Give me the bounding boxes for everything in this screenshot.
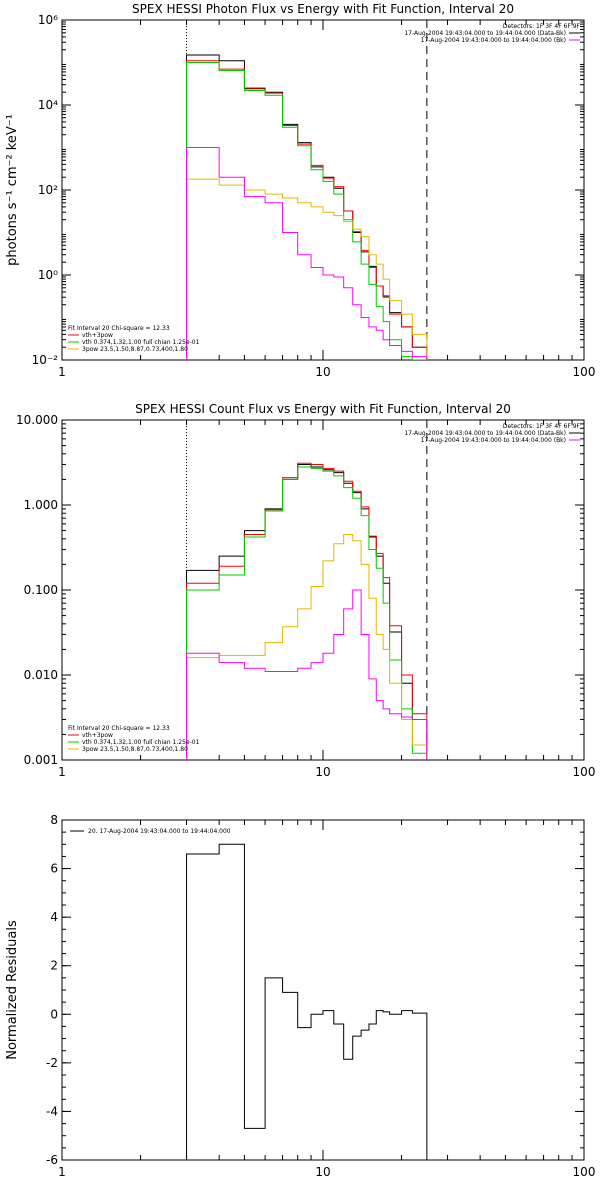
series-group	[186, 54, 428, 360]
series-thermal-line	[186, 62, 427, 360]
plot-frame	[61, 19, 585, 361]
x-tick-label: 100	[573, 1165, 596, 1179]
y-tick-label: 8	[50, 813, 58, 827]
legend-entry-text: vth 0.374,1.32,1.00 full chian 1.25e-01	[82, 339, 200, 346]
y-tick-label: -2	[46, 1056, 58, 1070]
y-tick-label: 0	[50, 1007, 58, 1021]
chart-title: SPEX HESSI Photon Flux vs Energy with Fi…	[132, 2, 514, 16]
legend-entry-text: 17-Aug-2004 19:43:04.000 to 19:44:04.000…	[421, 37, 566, 44]
series-total-line	[186, 60, 428, 360]
y-tick-label: 0.001	[24, 753, 58, 767]
x-tick-label: 1	[58, 365, 66, 379]
y-tick-label: 6	[50, 862, 58, 876]
y-tick-label: 10²	[38, 183, 58, 197]
y-tick-label: 1.000	[24, 498, 58, 512]
series-data-line	[186, 463, 428, 760]
y-tick-label: 4	[50, 910, 58, 924]
series-total-line	[186, 462, 428, 760]
series-group	[186, 462, 428, 760]
legend-entry-text: vth+3pow	[82, 332, 113, 339]
x-tick-label: 100	[573, 765, 596, 779]
series-background-line	[186, 589, 428, 760]
y-tick-label: 10⁰	[38, 268, 58, 282]
y-tick-label: 10⁻²	[32, 353, 59, 367]
y-tick-label: -6	[46, 1153, 58, 1167]
legend-entry-text: 17-Aug-2004 19:43:04.000 to 19:44:04.000…	[404, 430, 566, 437]
series-data-line	[186, 843, 428, 1160]
series-powerlaw-line	[186, 178, 428, 360]
x-tick-label: 1	[58, 765, 66, 779]
y-tick-label: 10⁴	[38, 98, 58, 112]
legend-entry-text: 20. 17-Aug-2004 19:43:04.000 to 19:44:04…	[88, 828, 231, 835]
y-tick-label: 10⁶	[38, 13, 58, 27]
y-axis-label: Normalized Residuals	[5, 920, 20, 1060]
y-tick-label: 0.100	[24, 583, 58, 597]
y-tick-label: 2	[50, 959, 58, 973]
legend-entry-text: 3pow 23.5,1.50,8.87,0.73,400,1.80	[82, 346, 188, 353]
legend-entry-text: 17-Aug-2004 19:43:04.000 to 19:44:04.000…	[404, 30, 566, 37]
legend-entry-text: vth 0.374,1.32,1.00 full chian 1.25e-01	[82, 739, 200, 746]
legend-entry-text: vth+3pow	[82, 732, 113, 739]
legend-entry-text: 3pow 23.5,1.50,8.87,0.73,400,1.80	[82, 746, 188, 753]
legend-entry-text: Fit Interval 20 Chi-square = 12.33	[68, 725, 170, 732]
x-tick-label: 10	[315, 365, 330, 379]
plot-frame	[61, 819, 585, 1161]
series-thermal-line	[186, 466, 428, 760]
series-background-line	[186, 147, 428, 360]
x-tick-label: 10	[315, 1165, 330, 1179]
legend-entry-text: Fit Interval 20 Chi-square = 12.33	[68, 325, 170, 332]
x-tick-label: 10	[315, 765, 330, 779]
chart-panel-1: SPEX HESSI Photon Flux vs Energy with Fi…	[5, 2, 595, 379]
legend-entry-text: 17-Aug-2004 19:43:04.000 to 19:44:04.000…	[421, 437, 566, 444]
y-tick-label: 10.000	[16, 413, 58, 427]
y-tick-label: 0.010	[24, 668, 58, 682]
series-group	[186, 843, 428, 1160]
chart-title: SPEX HESSI Count Flux vs Energy with Fit…	[135, 402, 511, 416]
y-tick-label: -4	[46, 1104, 58, 1118]
chart-panel-2: SPEX HESSI Count Flux vs Energy with Fit…	[16, 402, 595, 779]
series-powerlaw-line	[186, 533, 428, 760]
legend-detectors: Detectors: 1F 3F 4F 6F 9F	[503, 423, 581, 430]
legend-detectors: Detectors: 1F 3F 4F 6F 9F	[503, 23, 581, 30]
chart-panel-3: Normalized Residuals 1 10 100 -6 -4 -2 0 2 4 6 8 20.…	[5, 813, 595, 1179]
x-tick-label: 1	[58, 1165, 66, 1179]
x-tick-label: 100	[573, 365, 596, 379]
y-axis-label: photons s⁻¹ cm⁻² keV⁻¹	[5, 114, 20, 266]
